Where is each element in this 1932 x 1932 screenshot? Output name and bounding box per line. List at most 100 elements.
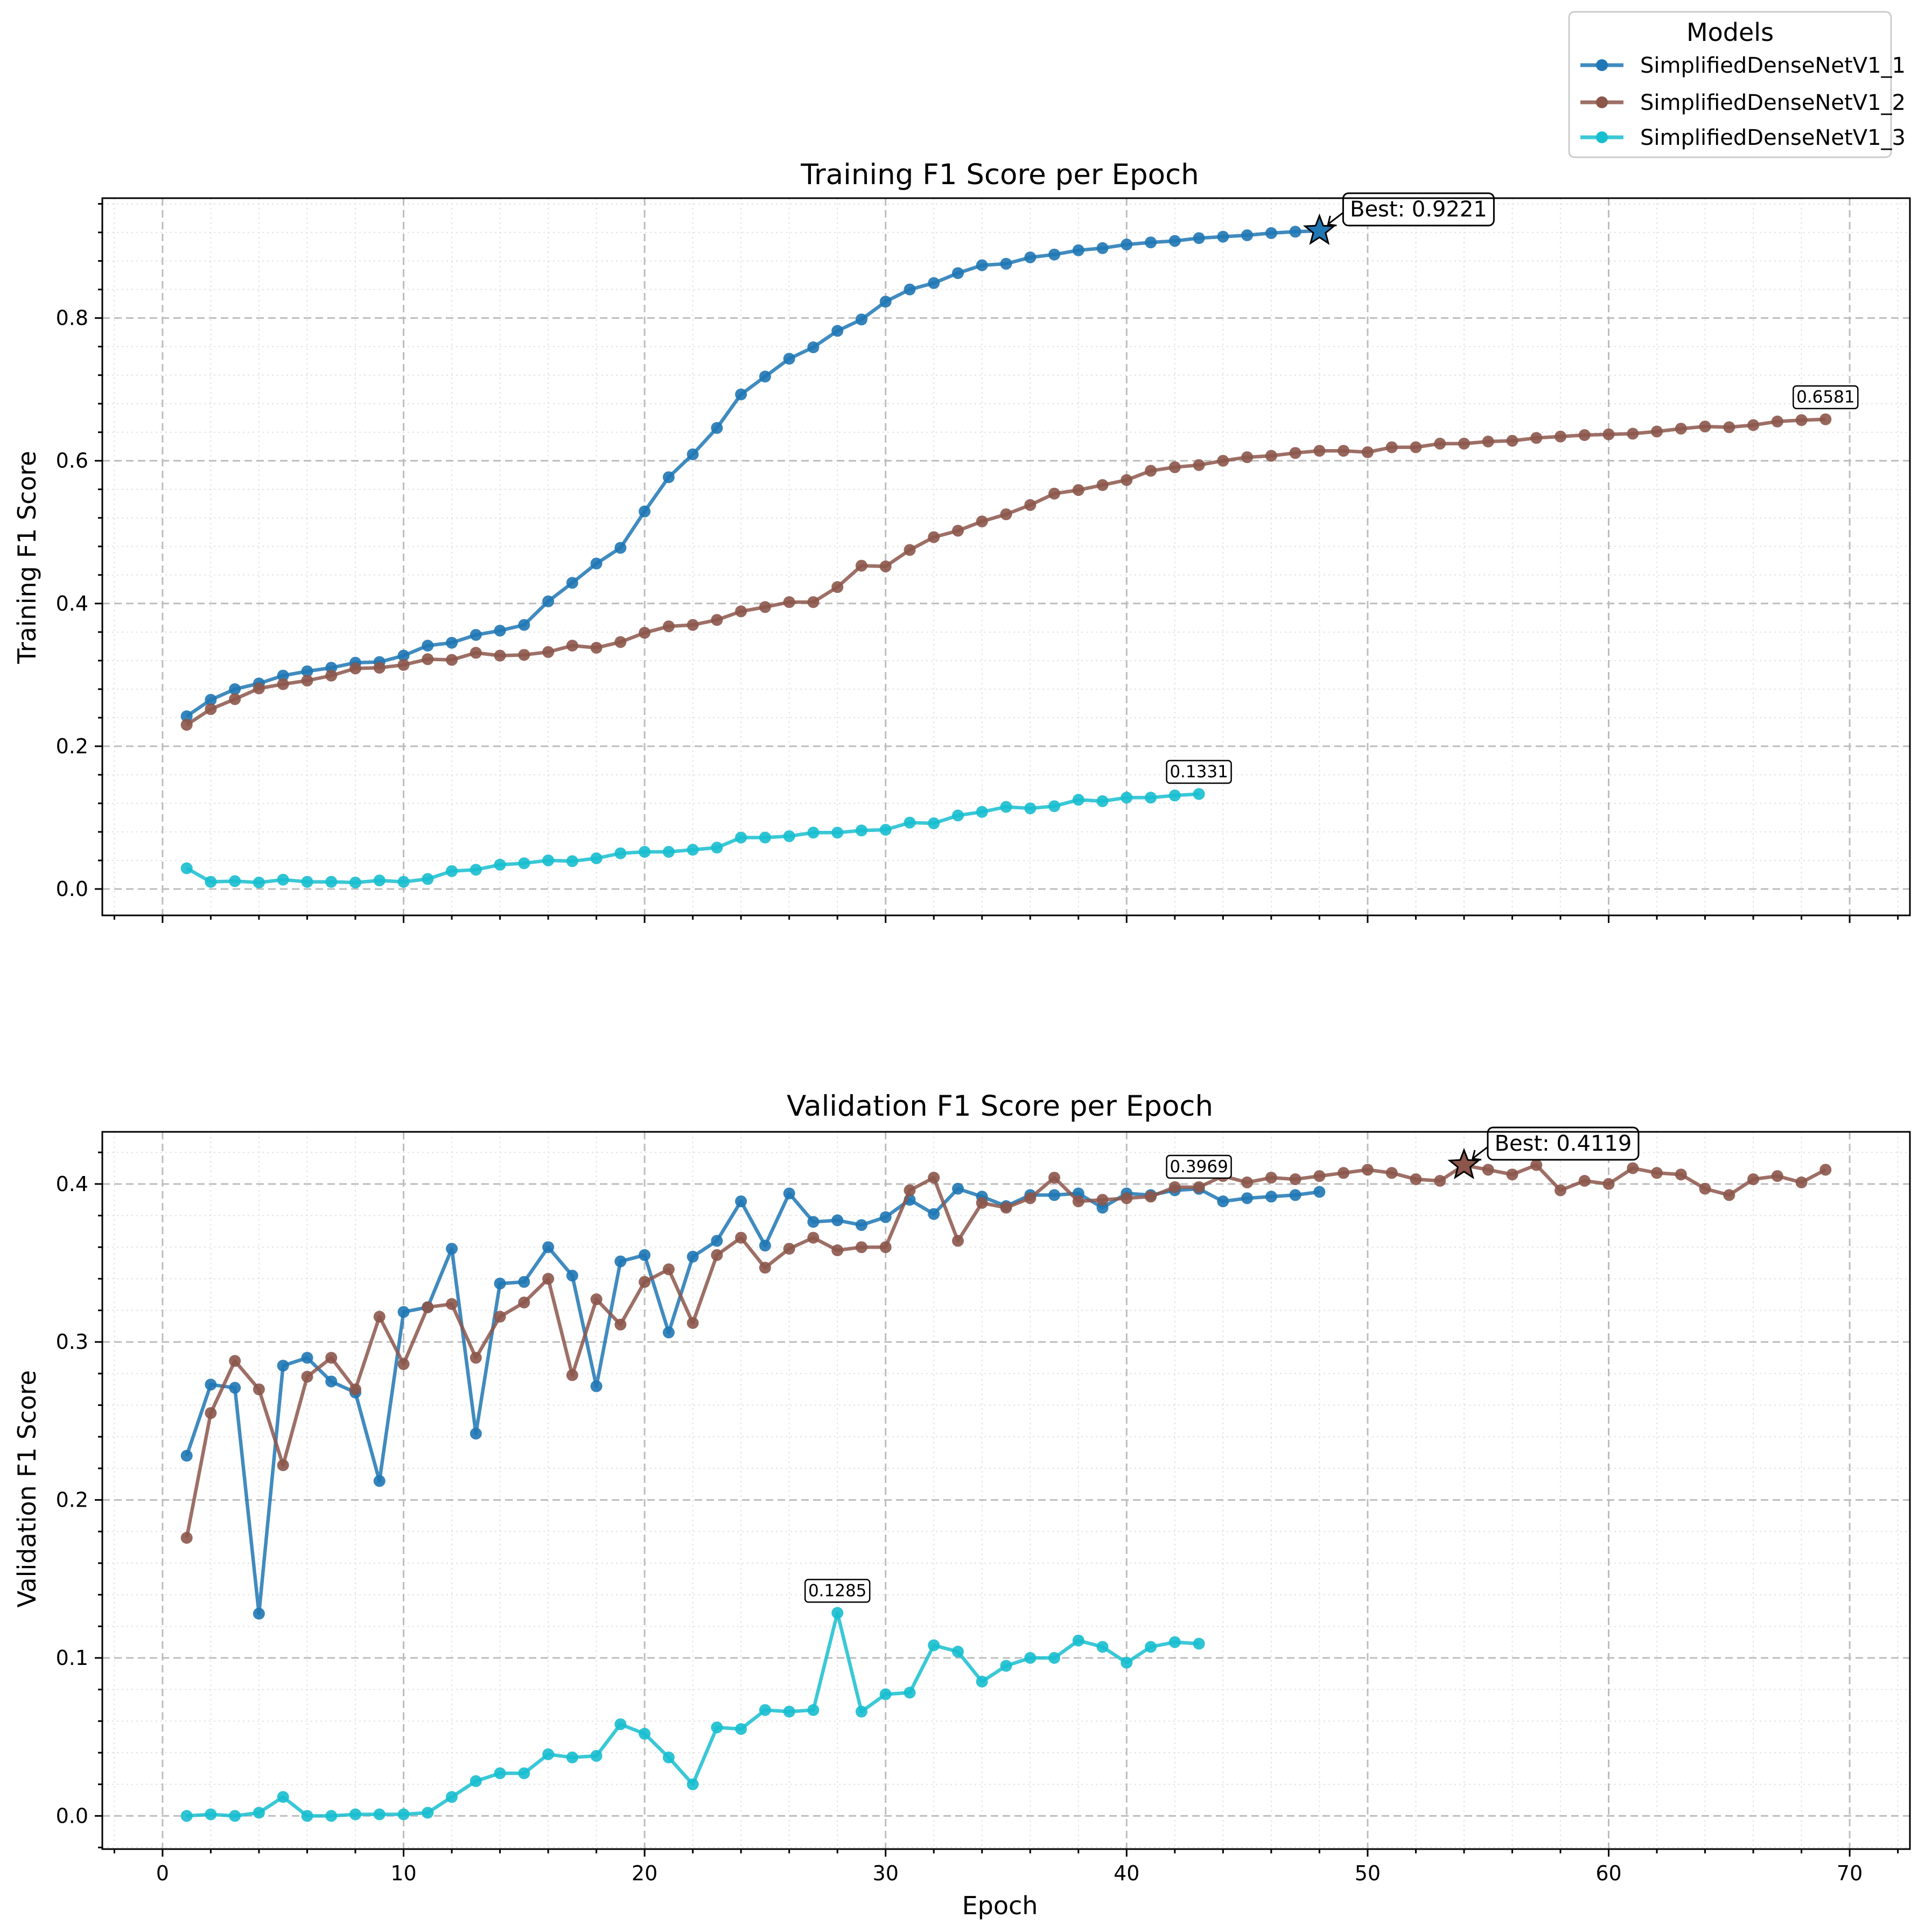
star-icon [1303,213,1336,245]
data-point [855,1241,867,1254]
data-point [1096,1641,1109,1653]
data-point [325,1375,338,1388]
data-point [1024,1652,1037,1664]
data-point [976,806,988,818]
series-SimplifiedDenseNetV1_1 [180,1182,1326,1620]
data-point [518,1767,530,1780]
data-point [542,595,555,607]
data-point [1072,1195,1084,1208]
data-point [590,557,603,570]
data-point [446,636,458,649]
data-point [662,620,675,633]
data-point [1024,1192,1037,1205]
data-point [855,1705,867,1718]
data-point [1289,226,1301,238]
data-point [1723,1189,1735,1201]
legend-label-model-3: SimplifiedDenseNetV1_3 [1640,125,1906,150]
data-point [952,267,964,279]
annotation-text: Best: 0.9221 [1350,197,1487,222]
data-point [180,1810,193,1822]
final-score-annotation: 0.1285 [804,1579,871,1603]
data-point [614,542,627,554]
data-point [879,1688,892,1700]
data-point [1000,257,1012,270]
data-point [229,1382,241,1394]
y-tick-label: 0.2 [56,1488,88,1512]
legend-entry-model-2: SimplifiedDenseNetV1_2 [1580,90,1906,115]
data-point [277,1360,289,1372]
data-point [1699,421,1711,433]
data-point [494,649,506,662]
legend-entry-model-1: SimplifiedDenseNetV1_1 [1580,53,1906,78]
data-point [325,1810,338,1822]
annotation-text: 0.3969 [1170,1157,1228,1177]
data-point [301,665,313,677]
y-tick-label: 0.0 [56,877,88,901]
series-SimplifiedDenseNetV1_2 [180,413,1832,731]
data-point [1072,1634,1084,1647]
data-point [301,1352,313,1364]
data-point [494,1311,506,1323]
validation-major-grid [102,1132,1910,1849]
data-point [566,640,578,652]
data-point [711,1721,723,1734]
data-point [590,1749,603,1762]
data-point [518,619,530,631]
x-tick-label: 40 [1114,1861,1139,1885]
data-point [904,1686,916,1699]
legend-entry-model-3: SimplifiedDenseNetV1_3 [1580,125,1906,150]
data-point [639,846,651,858]
data-point [1819,413,1832,425]
data-point [1627,428,1639,440]
data-point [446,1243,458,1255]
data-point [397,1358,410,1370]
data-point [180,862,193,874]
data-point [542,646,555,658]
star-icon [1447,1147,1481,1179]
legend-label-model-1: SimplifiedDenseNetV1_1 [1640,53,1906,78]
data-point [1313,1186,1326,1198]
data-point [1555,430,1566,443]
data-point [470,647,482,659]
data-point [1121,792,1133,804]
data-point [1795,1176,1808,1188]
data-point [205,1407,217,1419]
data-point [928,1172,940,1184]
data-point [687,448,699,460]
data-point [1651,1167,1663,1179]
data-point [1048,1172,1060,1184]
data-point [1530,1159,1543,1171]
data-point [1338,445,1350,457]
legend-frame [1568,11,1892,158]
data-point [1145,465,1157,477]
annotation-box [1793,385,1859,409]
data-point [229,1810,241,1822]
data-point [855,1219,867,1231]
data-point [735,605,747,618]
y-tick-label: 0.0 [56,1804,88,1828]
data-point [373,874,386,887]
data-point [976,1197,988,1209]
y-tick-label: 0.3 [56,1330,88,1354]
data-point [1723,421,1735,433]
data-point [1265,1172,1277,1184]
data-point [759,1262,771,1274]
data-point [470,1775,482,1787]
data-point [1024,251,1037,263]
data-point [301,1370,313,1383]
data-point [397,876,410,888]
data-point [928,1208,940,1220]
annotation-text: Best: 0.4119 [1495,1131,1632,1156]
data-point [349,1383,361,1396]
legend-title: Models [1686,18,1774,47]
data-point [904,1184,916,1196]
data-point [277,1459,289,1472]
data-point [1434,437,1446,450]
data-point [735,1195,747,1208]
annotation-text: 0.6581 [1796,388,1854,407]
data-point [1265,1191,1277,1203]
data-point [1048,800,1060,813]
data-point [253,1607,265,1620]
validation-plot-frame [101,1131,1911,1850]
data-point [397,659,410,671]
